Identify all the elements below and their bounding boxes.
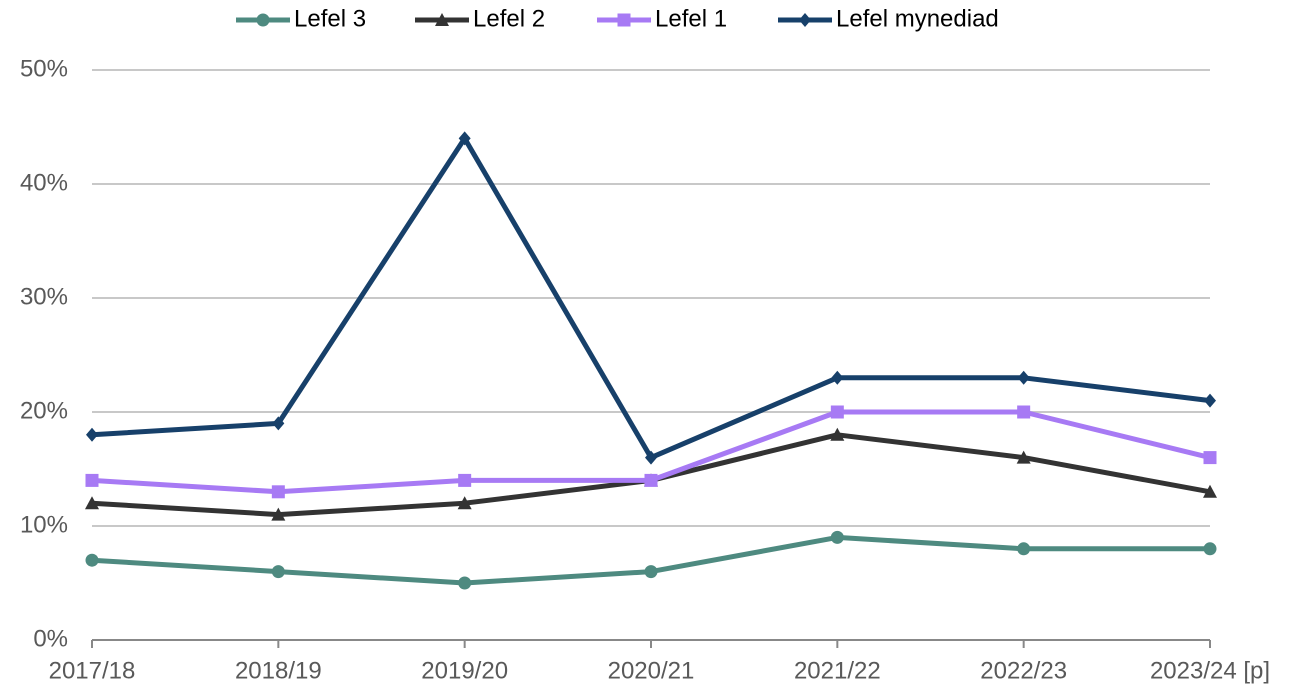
marker bbox=[85, 473, 99, 487]
y-tick-label: 30% bbox=[20, 283, 68, 310]
marker bbox=[86, 427, 98, 442]
marker bbox=[256, 13, 270, 27]
marker bbox=[458, 576, 472, 590]
y-tick-label: 50% bbox=[20, 55, 68, 82]
marker bbox=[1017, 405, 1031, 419]
legend-label: Lefel 3 bbox=[294, 5, 366, 32]
marker bbox=[1017, 370, 1030, 385]
legend-label: Lefel mynediad bbox=[836, 5, 999, 32]
marker bbox=[831, 370, 844, 385]
marker bbox=[1204, 393, 1216, 408]
marker bbox=[271, 485, 285, 499]
marker bbox=[435, 13, 449, 26]
marker bbox=[830, 405, 844, 419]
marker bbox=[85, 553, 99, 567]
y-tick-label: 20% bbox=[20, 397, 68, 424]
x-tick-label: 2017/18 bbox=[49, 657, 136, 684]
marker bbox=[458, 131, 471, 146]
x-tick-label: 2022/23 bbox=[980, 657, 1067, 684]
y-tick-label: 10% bbox=[20, 511, 68, 538]
x-tick-label: 2021/22 bbox=[794, 657, 881, 684]
marker bbox=[1203, 484, 1217, 498]
marker bbox=[830, 530, 844, 544]
x-tick-label: 2023/24 [p] bbox=[1150, 657, 1270, 684]
x-tick-label: 2020/21 bbox=[608, 657, 695, 684]
marker bbox=[617, 13, 631, 27]
legend-label: Lefel 1 bbox=[655, 5, 727, 32]
marker bbox=[458, 473, 472, 487]
y-tick-label: 0% bbox=[33, 625, 68, 652]
marker bbox=[1016, 450, 1031, 464]
marker bbox=[271, 565, 285, 579]
marker bbox=[457, 496, 472, 510]
marker bbox=[1203, 542, 1217, 556]
marker bbox=[645, 450, 657, 465]
marker bbox=[271, 507, 286, 521]
x-tick-label: 2018/19 bbox=[235, 657, 322, 684]
x-tick-label: 2019/20 bbox=[421, 657, 508, 684]
marker bbox=[799, 13, 811, 27]
marker bbox=[644, 565, 658, 579]
marker bbox=[272, 416, 285, 431]
marker bbox=[1203, 451, 1217, 465]
legend-label: Lefel 2 bbox=[473, 5, 545, 32]
marker bbox=[644, 473, 658, 487]
marker bbox=[1017, 542, 1031, 556]
marker bbox=[85, 496, 99, 510]
marker bbox=[830, 427, 845, 441]
y-tick-label: 40% bbox=[20, 169, 68, 196]
